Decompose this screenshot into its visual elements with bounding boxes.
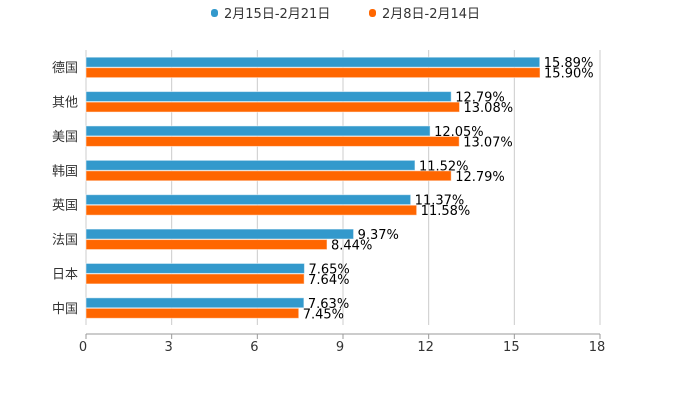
data-label: 13.07% — [463, 135, 513, 150]
bar-prev-week — [85, 273, 305, 285]
data-label: 12.79% — [455, 91, 505, 106]
data-label: 7.45% — [303, 307, 344, 322]
y-category-label: 法国 — [52, 233, 78, 248]
x-tick-label: 6 — [250, 340, 258, 355]
x-tick-label: 15 — [503, 340, 520, 355]
x-tick-label: 18 — [589, 340, 606, 355]
bar-this-week — [85, 159, 416, 171]
bar-prev-week — [85, 170, 452, 182]
bar-prev-week — [85, 101, 461, 113]
bar-this-week — [85, 262, 305, 274]
x-tick-label: 0 — [79, 340, 87, 355]
y-category-label: 其他 — [52, 96, 78, 111]
y-category-label: 日本 — [52, 267, 78, 282]
data-label: 15.89% — [544, 56, 594, 71]
data-label: 7.64% — [308, 273, 349, 288]
bar-prev-week — [85, 135, 460, 147]
legend-label: 2月8日-2月14日 — [382, 7, 480, 22]
data-label: 9.37% — [358, 228, 399, 243]
data-label: 7.63% — [308, 297, 349, 312]
bar-prev-week — [85, 239, 328, 251]
legend-marker — [211, 9, 218, 17]
legend-marker — [369, 9, 376, 17]
y-category-label: 美国 — [52, 130, 78, 145]
y-category-label: 中国 — [52, 302, 78, 317]
bar-prev-week — [85, 67, 541, 79]
legend-label: 2月15日-2月21日 — [224, 7, 330, 22]
data-label: 7.65% — [308, 262, 349, 277]
data-label: 11.58% — [421, 204, 471, 219]
bar-this-week — [85, 228, 355, 240]
bar-prev-week — [85, 204, 418, 216]
y-category-label: 韩国 — [52, 164, 78, 179]
y-category-label: 德国 — [52, 61, 78, 76]
bar-this-week — [85, 297, 305, 309]
bar-this-week — [85, 125, 431, 137]
data-label: 11.37% — [415, 194, 465, 209]
x-tick-label: 12 — [417, 340, 434, 355]
y-category-label: 英国 — [52, 199, 78, 214]
data-label: 12.79% — [455, 170, 505, 185]
bar-this-week — [85, 194, 412, 206]
data-label: 8.44% — [331, 239, 372, 254]
bar-this-week — [85, 91, 452, 103]
data-label: 13.08% — [464, 101, 514, 116]
data-label: 15.90% — [544, 67, 594, 82]
bar-prev-week — [85, 307, 300, 319]
x-tick-label: 9 — [336, 340, 344, 355]
x-tick-label: 3 — [165, 340, 173, 355]
bar-this-week — [85, 56, 541, 68]
